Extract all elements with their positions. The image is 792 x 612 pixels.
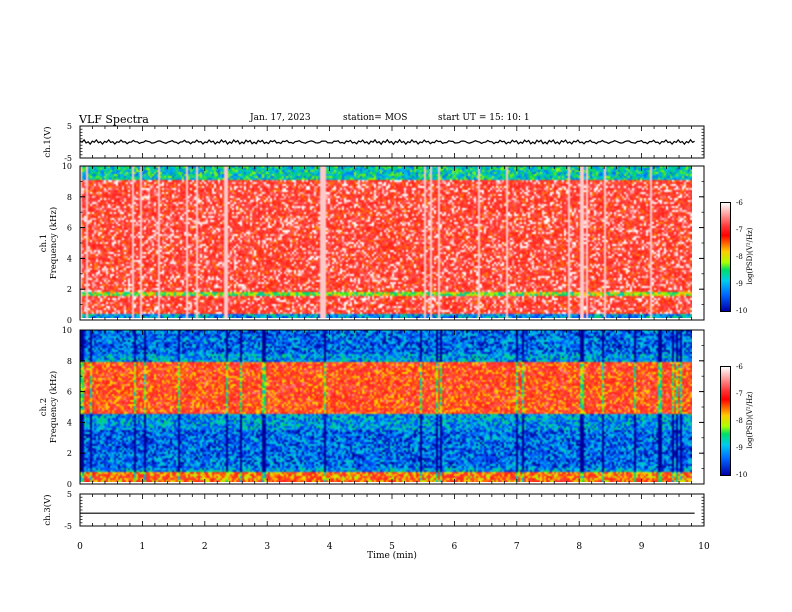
y-axis-label-spectrogram-ch2: ch.2	[39, 398, 49, 416]
y-tick-label: 4	[67, 418, 72, 427]
y-tick-label: -5	[64, 522, 72, 531]
y-tick-label: 10	[62, 162, 72, 171]
y-tick-label: 0	[67, 316, 72, 325]
colorbar-ch2	[720, 366, 731, 476]
y-tick-label: 5	[67, 490, 72, 499]
y-tick-label: 8	[67, 193, 72, 202]
date-label: Jan. 17, 2023	[250, 113, 311, 123]
colorbar-tick-label: -10	[736, 471, 747, 479]
colorbar-title: log(PSD)(V²/Hz)	[746, 391, 754, 448]
x-tick-label: 10	[698, 542, 710, 552]
x-tick-label: 1	[140, 542, 146, 552]
y-tick-label: 5	[67, 122, 72, 131]
y-axis-label-waveform-ch1: ch.1(V)	[42, 126, 53, 157]
colorbar-tick-label: -6	[736, 199, 743, 207]
x-tick-label: 0	[77, 542, 83, 552]
x-tick-label: 4	[327, 542, 333, 552]
y-tick-label: 2	[67, 285, 72, 294]
colorbar-tick-label: -7	[736, 226, 743, 234]
spectrogram-ch2-heatmap	[80, 330, 692, 482]
x-tick-label: 9	[639, 542, 645, 552]
station-label: station= MOS	[343, 113, 408, 123]
waveform-trace-waveform-ch1	[79, 138, 695, 146]
y-tick-label: 10	[62, 326, 72, 335]
y-tick-label: 6	[67, 388, 72, 397]
y-axis-label-spectrogram-ch1: Frequency (kHz)	[48, 207, 59, 279]
colorbar-tick-label: -8	[736, 253, 743, 261]
panel-frame-spectrogram-ch1	[79, 165, 705, 321]
colorbar-tick-label: -6	[736, 363, 743, 371]
y-tick-label: 2	[67, 449, 72, 458]
colorbar-tick-label: -7	[736, 390, 743, 398]
y-axis-label-spectrogram-ch2: Frequency (kHz)	[48, 371, 59, 443]
x-tick-label: 2	[202, 542, 208, 552]
panel-frame-spectrogram-ch2	[79, 329, 705, 485]
spectrogram-ch1-heatmap	[80, 166, 692, 318]
colorbar-tick-label: -9	[736, 280, 743, 288]
x-tick-label: 3	[264, 542, 270, 552]
colorbar-tick-label: -8	[736, 417, 743, 425]
y-tick-label: 8	[67, 357, 72, 366]
colorbar-tick-label: -10	[736, 307, 747, 315]
chart-title: VLF Spectra	[79, 113, 149, 126]
y-axis-label-spectrogram-ch1: ch.1	[39, 234, 49, 252]
y-tick-label: 6	[67, 224, 72, 233]
x-axis-label: Time (min)	[367, 550, 417, 561]
x-tick-label: 8	[576, 542, 582, 552]
start-ut-label: start UT = 15: 10: 1	[438, 113, 530, 123]
x-tick-label: 6	[452, 542, 458, 552]
colorbar-tick-label: -9	[736, 444, 743, 452]
x-tick-label: 5	[389, 542, 395, 552]
colorbar-ch1	[720, 202, 731, 312]
y-tick-label: 0	[67, 480, 72, 489]
x-tick-label: 7	[514, 542, 520, 552]
colorbar-title: log(PSD)(V²/Hz)	[746, 227, 754, 284]
y-axis-label-waveform-ch3: ch.3(V)	[42, 494, 53, 525]
y-tick-label: -5	[64, 154, 72, 163]
y-tick-label: 4	[67, 254, 72, 263]
